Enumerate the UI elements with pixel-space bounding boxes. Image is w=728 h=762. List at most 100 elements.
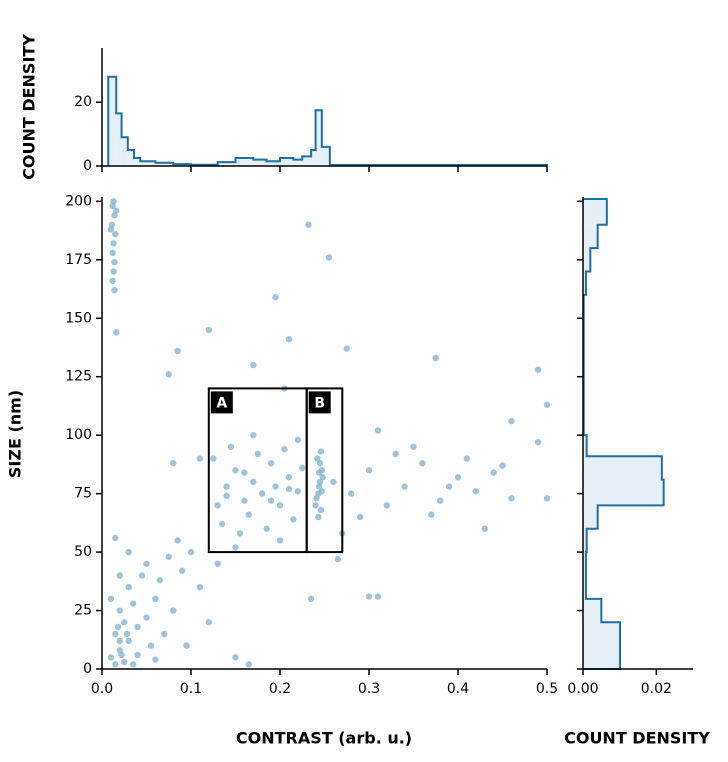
point	[432, 354, 439, 362]
point	[543, 401, 551, 408]
hist-bar	[280, 158, 294, 166]
point	[161, 630, 168, 638]
region-label: A	[216, 395, 227, 411]
point	[307, 595, 315, 603]
point	[241, 469, 248, 476]
point	[334, 555, 342, 563]
y-tick-label: 75	[74, 486, 92, 502]
y-tick-label: 175	[65, 252, 92, 268]
hist-bar	[583, 248, 591, 272]
hist-bar	[583, 199, 607, 225]
point	[196, 583, 204, 591]
point	[112, 661, 119, 668]
y-tick-label: 150	[65, 310, 92, 326]
hist-bar	[583, 552, 586, 599]
hist-bar	[315, 110, 322, 166]
x-tick-label: 0.1	[180, 681, 202, 697]
y-tick-label: 20	[74, 94, 92, 110]
x-tick-label: 0.0	[91, 681, 113, 697]
hist-bar	[321, 146, 330, 166]
point	[143, 560, 150, 567]
point	[454, 474, 462, 481]
point	[129, 661, 137, 668]
point	[112, 630, 119, 638]
point	[210, 455, 217, 462]
x-tick-label: 0.3	[358, 681, 380, 697]
point	[276, 502, 284, 509]
point	[147, 642, 155, 649]
point	[113, 329, 120, 336]
hist-bar	[583, 224, 598, 249]
point	[267, 460, 275, 467]
point	[383, 502, 390, 509]
point	[534, 366, 542, 373]
hist-bar	[583, 435, 587, 457]
point	[317, 448, 325, 455]
point	[165, 553, 172, 560]
point	[250, 361, 257, 369]
point	[112, 534, 119, 542]
hist-bar	[116, 113, 122, 166]
point	[107, 654, 115, 661]
point	[419, 460, 426, 467]
point	[111, 286, 118, 294]
point	[196, 455, 204, 462]
point	[134, 651, 141, 659]
point	[285, 336, 293, 343]
point	[109, 277, 116, 285]
point	[152, 656, 159, 663]
point	[170, 460, 177, 467]
hist-outline	[582, 198, 665, 670]
x-tick-label: 0.5	[536, 681, 558, 697]
point	[138, 572, 146, 579]
point	[109, 249, 116, 256]
point	[318, 488, 326, 495]
point	[214, 560, 221, 567]
point	[125, 583, 132, 591]
point	[218, 520, 226, 528]
point	[121, 619, 128, 626]
point	[113, 207, 120, 214]
hist-bar	[293, 159, 303, 166]
region-box	[305, 387, 344, 554]
x-tick-label: 0.2	[269, 681, 291, 697]
point	[401, 483, 408, 490]
point	[543, 495, 551, 502]
point	[178, 567, 186, 574]
point	[276, 537, 284, 544]
point	[118, 651, 125, 659]
hist-bar	[121, 137, 128, 166]
point	[125, 548, 132, 556]
point	[214, 502, 221, 509]
point	[312, 502, 319, 509]
point	[316, 460, 324, 467]
hist-bar	[583, 456, 662, 480]
x-axis-label: COUNT DENSITY	[564, 729, 710, 748]
point	[232, 654, 239, 661]
point	[437, 497, 444, 504]
y-tick-label: 25	[74, 603, 92, 619]
y-tick-label: 0	[83, 661, 92, 677]
y-axis-label: SIZE (nm)	[6, 390, 25, 478]
point	[365, 467, 373, 474]
point	[410, 443, 417, 451]
point	[152, 595, 159, 603]
point	[315, 513, 322, 521]
point	[299, 464, 306, 472]
point	[315, 483, 323, 490]
hist-bar	[583, 622, 621, 669]
y-tick-label: 0	[83, 158, 92, 174]
point	[392, 450, 399, 458]
point	[508, 417, 515, 425]
point	[281, 445, 288, 453]
hist-bar	[217, 162, 236, 166]
point	[129, 600, 137, 607]
point	[343, 345, 350, 352]
point	[254, 450, 261, 458]
point	[107, 226, 115, 233]
x-axis-label: CONTRAST (arb. u.)	[236, 729, 412, 748]
point	[534, 438, 542, 446]
y-axis-label: COUNT DENSITY	[20, 34, 39, 180]
x-tick-label: 0.00	[567, 681, 598, 697]
point	[205, 619, 212, 626]
